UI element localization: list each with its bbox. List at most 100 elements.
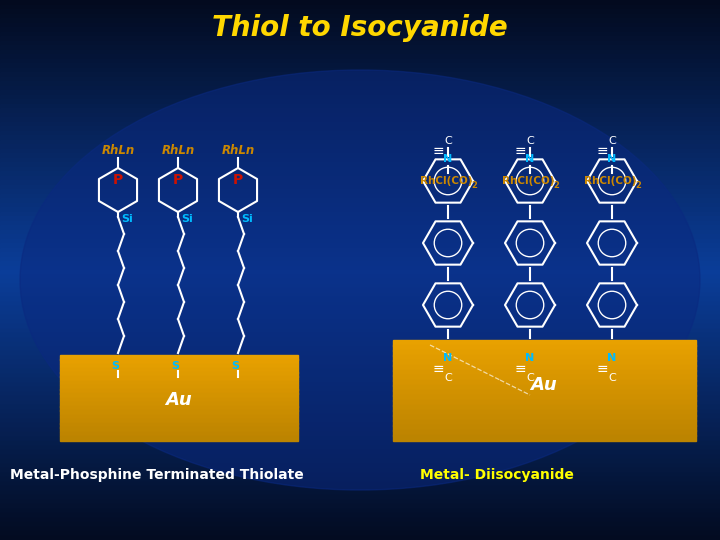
Bar (0, 382, 720, 388)
Bar (60, 376, 298, 381)
Bar (0, 148, 720, 154)
Bar (0, 108, 720, 113)
Bar (0, 428, 720, 433)
Text: ≡: ≡ (432, 362, 444, 376)
Bar (0, 333, 720, 339)
Bar (0, 72, 720, 78)
Bar (0, 171, 720, 177)
Bar (0, 531, 720, 537)
Bar (0, 441, 720, 447)
Bar (0, 396, 720, 402)
Bar (0, 139, 720, 145)
Bar (0, 472, 720, 478)
Text: RhCl(CO): RhCl(CO) (420, 176, 472, 186)
Bar (0, 31, 720, 37)
Bar (0, 54, 720, 59)
Bar (0, 513, 720, 518)
Bar (393, 425, 696, 430)
Bar (0, 247, 720, 253)
Bar (0, 328, 720, 334)
Text: Thiol to Isocyanide: Thiol to Isocyanide (212, 14, 508, 42)
Bar (393, 415, 696, 421)
Bar (0, 347, 720, 352)
Bar (0, 446, 720, 451)
Bar (0, 288, 720, 294)
Bar (0, 301, 720, 307)
Text: S: S (231, 361, 239, 371)
Text: P: P (113, 173, 123, 187)
Text: ≡: ≡ (596, 362, 608, 376)
Bar (0, 495, 720, 501)
Bar (0, 338, 720, 343)
Bar (0, 409, 720, 415)
Bar (0, 212, 720, 217)
Bar (0, 207, 720, 213)
Bar (0, 176, 720, 181)
Bar (60, 397, 298, 402)
Text: N: N (608, 353, 616, 363)
Text: Metal-Phosphine Terminated Thiolate: Metal-Phosphine Terminated Thiolate (10, 468, 304, 482)
Bar (0, 459, 720, 464)
Text: N: N (526, 154, 535, 164)
Bar (0, 463, 720, 469)
Text: RhCl(CO): RhCl(CO) (502, 176, 554, 186)
Bar (0, 202, 720, 208)
Bar (0, 158, 720, 163)
Bar (0, 477, 720, 483)
Bar (393, 340, 696, 346)
Bar (0, 306, 720, 312)
Bar (0, 324, 720, 329)
Bar (0, 126, 720, 132)
Text: S: S (171, 361, 179, 371)
Bar (0, 418, 720, 424)
Bar (393, 390, 696, 395)
Text: N: N (608, 154, 616, 164)
Bar (0, 279, 720, 285)
Text: N: N (444, 154, 453, 164)
Bar (0, 517, 720, 523)
Bar (0, 4, 720, 10)
Bar (393, 365, 696, 370)
Bar (393, 435, 696, 441)
Text: Au: Au (166, 391, 192, 409)
Bar (393, 345, 696, 350)
Bar (60, 381, 298, 385)
Bar (0, 0, 720, 5)
Bar (393, 385, 696, 390)
Bar (0, 486, 720, 491)
Text: ≡: ≡ (514, 144, 526, 158)
Bar (60, 436, 298, 441)
Bar (0, 14, 720, 19)
Bar (0, 85, 720, 91)
Text: Si: Si (121, 214, 132, 224)
Bar (0, 266, 720, 271)
Text: C: C (444, 136, 452, 146)
Bar (0, 58, 720, 64)
Bar (60, 415, 298, 419)
Text: Si: Si (241, 214, 253, 224)
Bar (0, 9, 720, 15)
Bar (60, 406, 298, 411)
Bar (0, 293, 720, 298)
Bar (393, 410, 696, 415)
Bar (0, 315, 720, 321)
Bar (0, 522, 720, 528)
Bar (0, 320, 720, 325)
Bar (0, 374, 720, 379)
Bar (0, 225, 720, 231)
Text: Si: Si (181, 214, 193, 224)
Text: 2: 2 (471, 180, 477, 190)
Bar (0, 77, 720, 82)
Bar (0, 342, 720, 348)
Bar (0, 423, 720, 429)
Bar (0, 270, 720, 275)
Text: P: P (233, 173, 243, 187)
Bar (60, 418, 298, 423)
Bar (393, 405, 696, 410)
Bar (0, 355, 720, 361)
Bar (0, 45, 720, 51)
Bar (0, 117, 720, 123)
Bar (393, 375, 696, 381)
Text: 2: 2 (635, 180, 641, 190)
Bar (0, 144, 720, 150)
